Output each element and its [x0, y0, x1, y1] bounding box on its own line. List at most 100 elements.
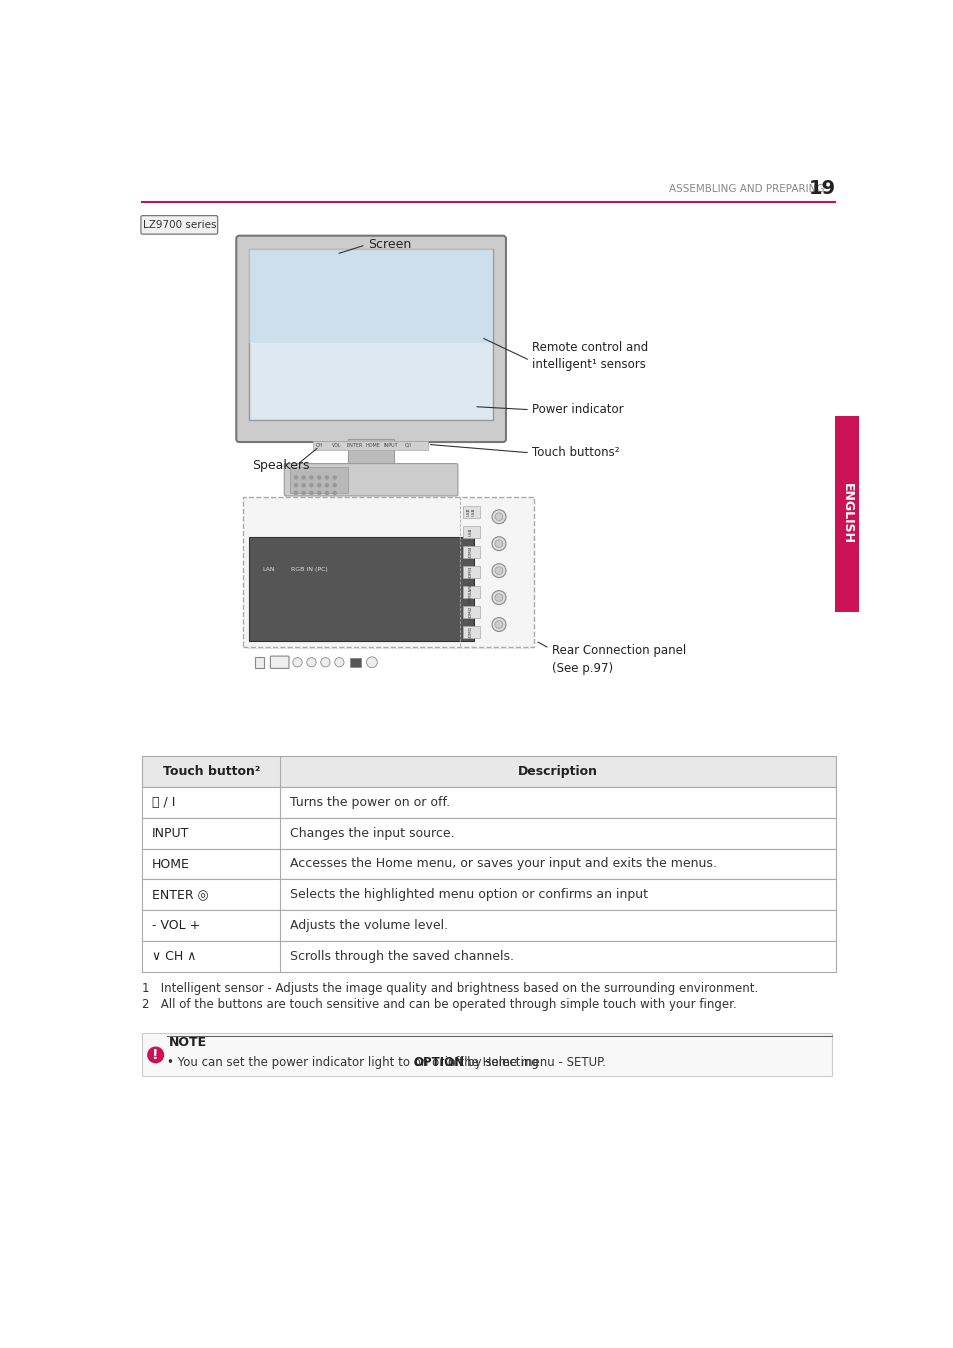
Text: Remote control and
intelligent¹ sensors: Remote control and intelligent¹ sensors [532, 341, 648, 371]
Text: Changes the input source.: Changes the input source. [290, 826, 454, 840]
Text: HDMI1: HDMI1 [469, 625, 473, 639]
Circle shape [335, 658, 344, 667]
Text: Accesses the Home menu, or saves your input and exits the menus.: Accesses the Home menu, or saves your in… [290, 857, 716, 871]
Text: in the Home menu - SETUP.: in the Home menu - SETUP. [440, 1057, 605, 1069]
Bar [350, 658, 360, 667]
Bar [142, 1034, 831, 1076]
Circle shape [310, 476, 313, 479]
Text: LZ9700 series: LZ9700 series [143, 220, 216, 231]
Text: ENGLISH: ENGLISH [840, 483, 853, 545]
Text: ⏻ / I: ⏻ / I [152, 795, 175, 809]
Circle shape [293, 658, 302, 667]
Circle shape [495, 512, 502, 520]
Circle shape [492, 617, 505, 631]
FancyBboxPatch shape [141, 216, 217, 235]
Text: Speakers: Speakers [253, 460, 310, 472]
Circle shape [492, 563, 505, 577]
Text: Selects the highlighted menu option or confirms an input: Selects the highlighted menu option or c… [290, 888, 647, 902]
Circle shape [333, 484, 335, 487]
Text: RGB IN (PC): RGB IN (PC) [291, 568, 327, 573]
Circle shape [302, 476, 305, 479]
Bar [254, 656, 264, 667]
Text: INPUT: INPUT [383, 442, 397, 448]
Text: HOME: HOME [365, 442, 379, 448]
Bar [243, 496, 534, 647]
Text: HDMI(ARC): HDMI(ARC) [469, 581, 473, 604]
Circle shape [310, 491, 313, 495]
Text: 19: 19 [808, 179, 835, 198]
Bar [142, 910, 835, 941]
Bar [142, 818, 835, 849]
Bar [462, 526, 479, 538]
Text: ∨ CH ∧: ∨ CH ∧ [152, 950, 196, 962]
Text: Scrolls through the saved channels.: Scrolls through the saved channels. [290, 950, 514, 962]
FancyBboxPatch shape [270, 656, 289, 669]
Text: Description: Description [517, 766, 598, 778]
Bar [835, 417, 858, 612]
Text: Turns the power on or off.: Turns the power on or off. [290, 795, 450, 809]
Bar [142, 787, 835, 818]
Bar [462, 506, 479, 518]
Circle shape [307, 658, 315, 667]
Text: HDMI2: HDMI2 [469, 605, 473, 619]
Text: HDMI3: HDMI3 [469, 565, 473, 578]
FancyBboxPatch shape [236, 236, 505, 442]
Circle shape [325, 491, 328, 495]
Bar [249, 249, 493, 419]
Text: - VOL +: - VOL + [152, 919, 200, 931]
Circle shape [302, 491, 305, 495]
Bar [142, 941, 835, 972]
Text: Touch button²: Touch button² [163, 766, 260, 778]
Text: 2   All of the buttons are touch sensitive and can be operated through simple to: 2 All of the buttons are touch sensitive… [142, 998, 737, 1011]
Circle shape [366, 656, 377, 667]
Circle shape [317, 476, 320, 479]
Circle shape [495, 539, 502, 547]
Bar [462, 625, 479, 639]
Text: Screen: Screen [368, 239, 411, 252]
Bar [142, 849, 835, 879]
Text: INPUT: INPUT [152, 826, 189, 840]
Circle shape [294, 491, 297, 495]
Text: HDMI4: HDMI4 [469, 546, 473, 559]
Circle shape [495, 566, 502, 574]
Circle shape [310, 484, 313, 487]
Circle shape [333, 476, 335, 479]
Bar [249, 537, 474, 640]
Circle shape [317, 491, 320, 495]
Text: LAN: LAN [262, 568, 274, 573]
Circle shape [317, 484, 320, 487]
Bar [290, 466, 348, 493]
Text: • You can set the power indicator light to on or off by selecting: • You can set the power indicator light … [167, 1057, 542, 1069]
Circle shape [492, 537, 505, 550]
Circle shape [147, 1046, 164, 1064]
Bar [313, 441, 427, 450]
FancyBboxPatch shape [284, 464, 457, 496]
Circle shape [325, 484, 328, 487]
Bar [462, 546, 479, 558]
Text: OPTION: OPTION [414, 1057, 464, 1069]
Circle shape [495, 593, 502, 601]
Text: NOTE: NOTE [169, 1037, 207, 1049]
Circle shape [294, 476, 297, 479]
Circle shape [325, 476, 328, 479]
Circle shape [492, 590, 505, 604]
Bar [142, 879, 835, 910]
Text: ASSEMBLING AND PREPARING: ASSEMBLING AND PREPARING [669, 183, 824, 194]
Text: O/I: O/I [404, 442, 412, 448]
Circle shape [302, 484, 305, 487]
Text: HOME: HOME [152, 857, 190, 871]
Text: Adjusts the volume level.: Adjusts the volume level. [290, 919, 447, 931]
Circle shape [320, 658, 330, 667]
Text: USB: USB [469, 528, 473, 537]
Circle shape [492, 510, 505, 523]
Bar [462, 566, 479, 578]
Text: Power indicator: Power indicator [532, 403, 623, 417]
Text: Rear Connection panel
(See p.97): Rear Connection panel (See p.97) [551, 644, 685, 675]
Bar [462, 607, 479, 619]
Bar [142, 756, 835, 787]
Text: USB
USB: USB USB [466, 508, 475, 516]
Bar [348, 439, 394, 464]
Text: !: ! [152, 1047, 159, 1062]
Text: VOL: VOL [332, 442, 341, 448]
Text: CH: CH [315, 442, 322, 448]
